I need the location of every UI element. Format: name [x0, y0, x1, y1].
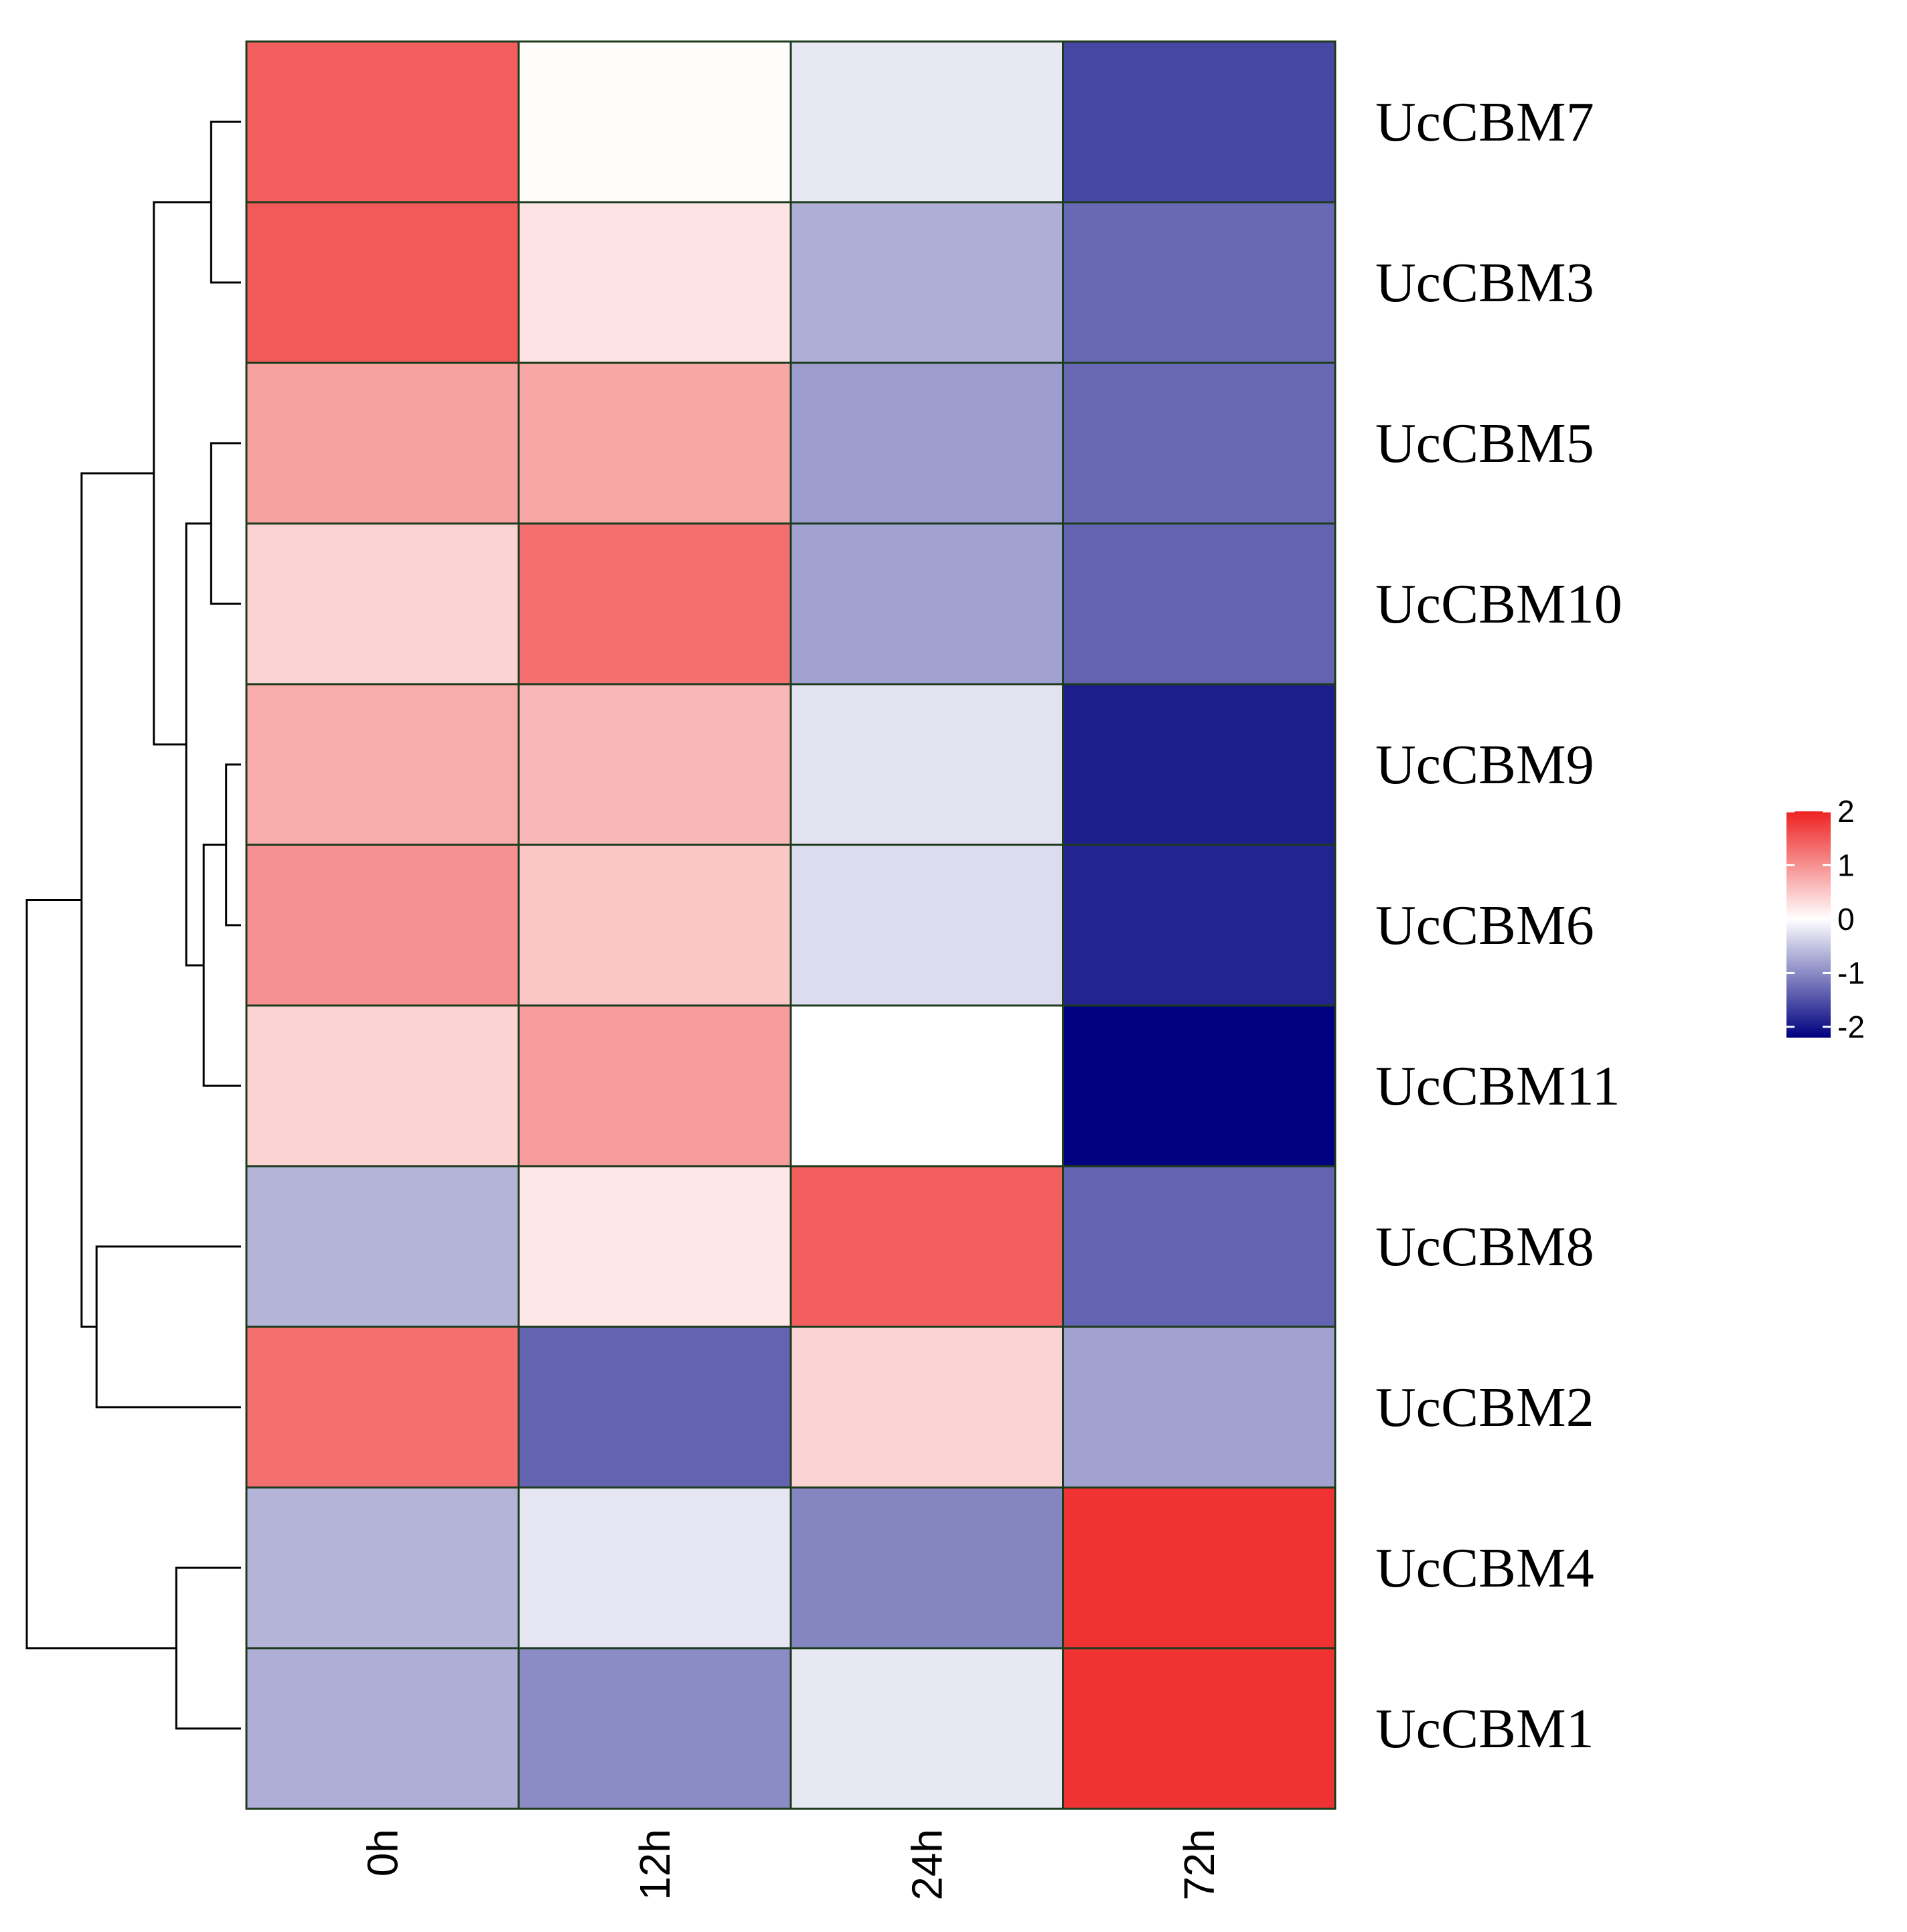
column-label-24h: 24h: [903, 1829, 951, 1901]
heatmap-cell-UcCBM1-24h: [789, 1647, 1064, 1810]
dendrogram-branch-7: [95, 1245, 241, 1408]
legend-tick-label: -2: [1837, 1010, 1865, 1044]
heatmap-cell-UcCBM5-0h: [245, 361, 520, 525]
row-label-UcCBM7: UcCBM7: [1375, 91, 1594, 153]
legend-color-bar: [1786, 811, 1831, 1038]
heatmap-cell-UcCBM7-12h: [518, 40, 792, 204]
heatmap-cell-UcCBM11-12h: [518, 1004, 792, 1168]
heatmap-cell-UcCBM10-24h: [789, 522, 1064, 686]
row-label-UcCBM8: UcCBM8: [1375, 1216, 1594, 1278]
heatmap-cell-UcCBM4-72h: [1062, 1486, 1337, 1649]
heatmap-cell-UcCBM8-12h: [518, 1165, 792, 1328]
dendrogram-branch-5: [185, 522, 212, 967]
heatmap-cell-UcCBM8-0h: [245, 1165, 520, 1328]
heatmap-cell-UcCBM6-24h: [789, 843, 1064, 1007]
heatmap-cell-UcCBM9-0h: [245, 683, 520, 846]
dendrogram-branch-4: [202, 843, 241, 1087]
row-label-UcCBM5: UcCBM5: [1375, 412, 1594, 475]
legend-ticks: 2 1 0 -1 -2: [1786, 794, 1865, 1044]
heatmap-cell-UcCBM1-12h: [518, 1647, 792, 1810]
color-legend: 2 1 0 -1 -2: [1786, 794, 1865, 1044]
heatmap-cell-UcCBM10-12h: [518, 522, 792, 686]
column-label-0h: 0h: [358, 1829, 406, 1876]
heatmap-cell-UcCBM8-24h: [789, 1165, 1064, 1328]
legend-tick-label: 1: [1837, 848, 1855, 882]
heatmap-cell-UcCBM6-12h: [518, 843, 792, 1007]
heatmap-cell-UcCBM5-12h: [518, 361, 792, 525]
heatmap-cell-UcCBM9-12h: [518, 683, 792, 846]
heatmap-cell-UcCBM2-24h: [789, 1325, 1064, 1489]
heatmap-cell-UcCBM9-24h: [789, 683, 1064, 846]
heatmap-cell-UcCBM3-72h: [1062, 201, 1337, 364]
heatmap-cell-UcCBM11-24h: [789, 1004, 1064, 1168]
heatmap-cell-UcCBM6-72h: [1062, 843, 1337, 1007]
dendrogram-branch-8: [80, 472, 154, 1328]
column-label-72h: 72h: [1175, 1829, 1223, 1901]
row-labels: UcCBM7 UcCBM3 UcCBM5 UcCBM10 UcCBM9 UcCBM6 UcC…: [1375, 91, 1622, 1760]
row-label-UcCBM10: UcCBM10: [1375, 573, 1622, 635]
heatmap-cell-UcCBM2-0h: [245, 1325, 520, 1489]
heatmap-cell-UcCBM9-72h: [1062, 683, 1337, 846]
heatmap-cell-UcCBM10-0h: [245, 522, 520, 686]
dendrogram-branch-6: [153, 201, 212, 746]
heatmap-cell-UcCBM5-24h: [789, 361, 1064, 525]
row-dendrogram: [25, 120, 241, 1730]
legend-tick-label: -1: [1837, 955, 1865, 990]
heatmap-cell-UcCBM7-72h: [1062, 40, 1337, 204]
heatmap-cell-UcCBM8-72h: [1062, 1165, 1337, 1328]
row-label-UcCBM2: UcCBM2: [1375, 1376, 1594, 1439]
dendrogram-branch-1: [210, 120, 241, 284]
heatmap-cell-UcCBM1-72h: [1062, 1647, 1337, 1810]
dendrogram-branch-3: [225, 763, 241, 927]
legend-tick-label: 2: [1837, 794, 1855, 829]
row-label-UcCBM9: UcCBM9: [1375, 734, 1594, 796]
heatmap-cell-UcCBM7-24h: [789, 40, 1064, 204]
column-labels: 0h 12h 24h 72h: [358, 1829, 1223, 1901]
heatmap-cell-UcCBM10-72h: [1062, 522, 1337, 686]
heatmap-cells: [245, 40, 1337, 1810]
heatmap-cell-UcCBM3-24h: [789, 201, 1064, 364]
heatmap-cell-UcCBM4-0h: [245, 1486, 520, 1649]
heatmap-cell-UcCBM1-0h: [245, 1647, 520, 1810]
heatmap-cell-UcCBM4-12h: [518, 1486, 792, 1649]
dendrogram-branch-9: [175, 1566, 241, 1730]
row-label-UcCBM6: UcCBM6: [1375, 894, 1594, 957]
dendrogram-branch-2: [210, 442, 241, 605]
column-label-12h: 12h: [631, 1829, 679, 1901]
row-label-UcCBM11: UcCBM11: [1375, 1055, 1620, 1117]
dendrogram-branch-10: [25, 899, 177, 1649]
heatmap-cell-UcCBM5-72h: [1062, 361, 1337, 525]
heatmap-cell-UcCBM4-24h: [789, 1486, 1064, 1649]
row-label-UcCBM1: UcCBM1: [1375, 1698, 1594, 1760]
row-label-UcCBM4: UcCBM4: [1375, 1537, 1594, 1599]
legend-tick-label: 0: [1837, 902, 1855, 937]
heatmap-cell-UcCBM3-12h: [518, 201, 792, 364]
heatmap-cell-UcCBM6-0h: [245, 843, 520, 1007]
heatmap-cell-UcCBM7-0h: [245, 40, 520, 204]
heatmap-cell-UcCBM2-72h: [1062, 1325, 1337, 1489]
heatmap-cell-UcCBM11-72h: [1062, 1004, 1337, 1168]
heatmap-cell-UcCBM2-12h: [518, 1325, 792, 1489]
heatmap-cell-UcCBM11-0h: [245, 1004, 520, 1168]
heatmap-cell-UcCBM3-0h: [245, 201, 520, 364]
row-label-UcCBM3: UcCBM3: [1375, 252, 1594, 314]
